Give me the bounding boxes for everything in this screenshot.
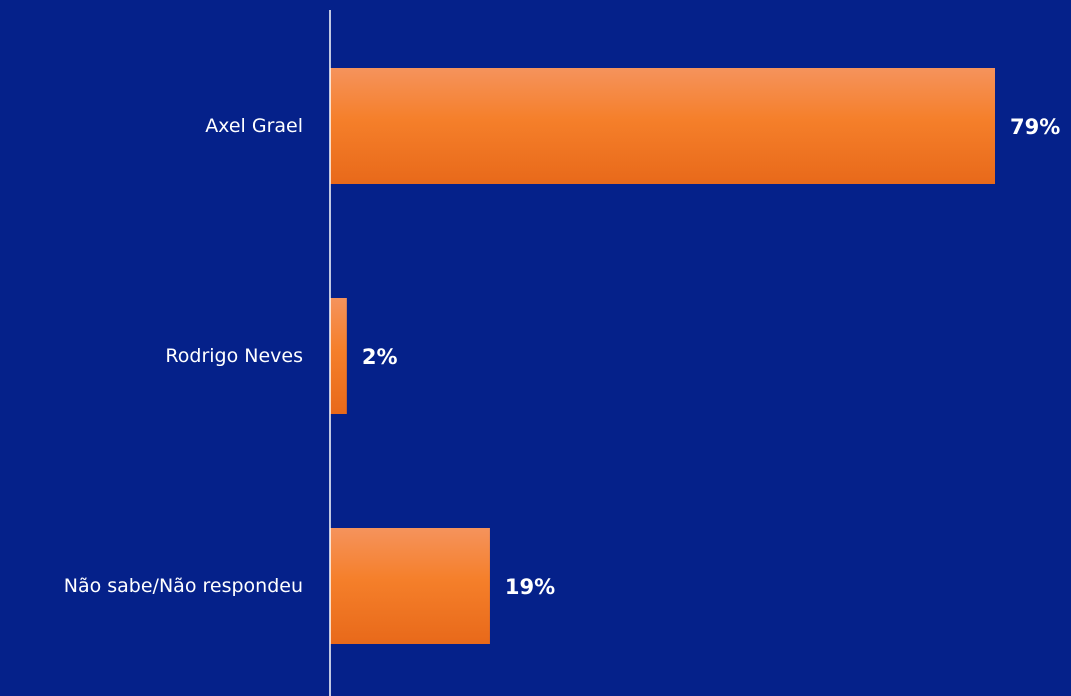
value-label-1: 79% — [1010, 115, 1060, 139]
labels-layer: Axel Grael 79% Rodrigo Neves 2% Não sabe/Não… — [64, 115, 1061, 599]
bar-3 — [330, 528, 490, 644]
bar-2 — [330, 298, 347, 414]
category-label-1: Axel Grael — [205, 115, 303, 137]
bar-1 — [330, 68, 995, 184]
bars-layer — [330, 68, 995, 644]
category-label-2: Rodrigo Neves — [165, 345, 303, 367]
value-label-2: 2% — [362, 345, 398, 369]
value-label-3: 19% — [505, 575, 555, 599]
category-label-3: Não sabe/Não respondeu — [64, 575, 303, 597]
